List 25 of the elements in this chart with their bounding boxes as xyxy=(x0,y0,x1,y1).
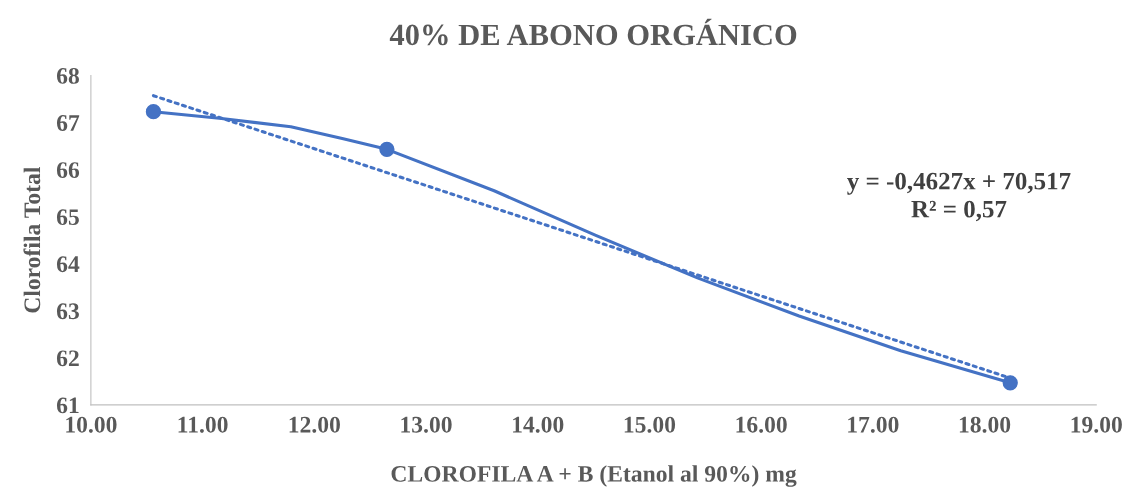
x-tick-label: 15.00 xyxy=(624,416,676,433)
y-tick-label: 61 xyxy=(56,397,79,414)
y-tick-label: 63 xyxy=(56,303,79,320)
chart-title: 40% DE ABONO ORGÁNICO xyxy=(389,18,797,46)
x-tick-label: 13.00 xyxy=(401,416,452,433)
x-tick-label: 11.00 xyxy=(178,416,228,433)
y-tick-label: 65 xyxy=(56,209,79,226)
y-tick-label: 62 xyxy=(56,350,79,367)
x-tick-label: 16.00 xyxy=(736,416,787,433)
x-tick-label: 14.00 xyxy=(513,416,564,433)
y-tick-label: 66 xyxy=(56,162,80,179)
y-tick-label: 67 xyxy=(56,115,80,131)
x-tick-label: 12.00 xyxy=(289,416,340,433)
point xyxy=(379,141,395,157)
x-tick-label: 17.00 xyxy=(848,416,899,433)
x-tick-label: 19.00 xyxy=(1071,416,1122,433)
annotation: y = -0,4627x + 70,517 R² = 0,57 xyxy=(847,172,1071,222)
point xyxy=(145,104,162,120)
x-tick-label: 18.00 xyxy=(959,416,1011,433)
x-tick-label: 10.00 xyxy=(66,416,117,433)
point xyxy=(1002,375,1018,391)
x-axis-title: CLOROFILA A + B (Etanol al 90%) mg xyxy=(391,465,797,487)
y-axis-title: Clorofila Total xyxy=(23,166,41,313)
y-tick-label: 68 xyxy=(56,67,79,84)
y-tick-label: 64 xyxy=(56,256,80,273)
